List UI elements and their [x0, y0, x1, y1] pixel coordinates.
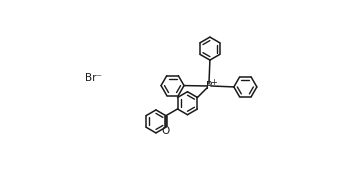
Text: O: O — [162, 126, 170, 136]
Text: +: + — [210, 78, 217, 87]
Text: P: P — [206, 81, 212, 91]
Text: Br⁻: Br⁻ — [85, 73, 102, 83]
